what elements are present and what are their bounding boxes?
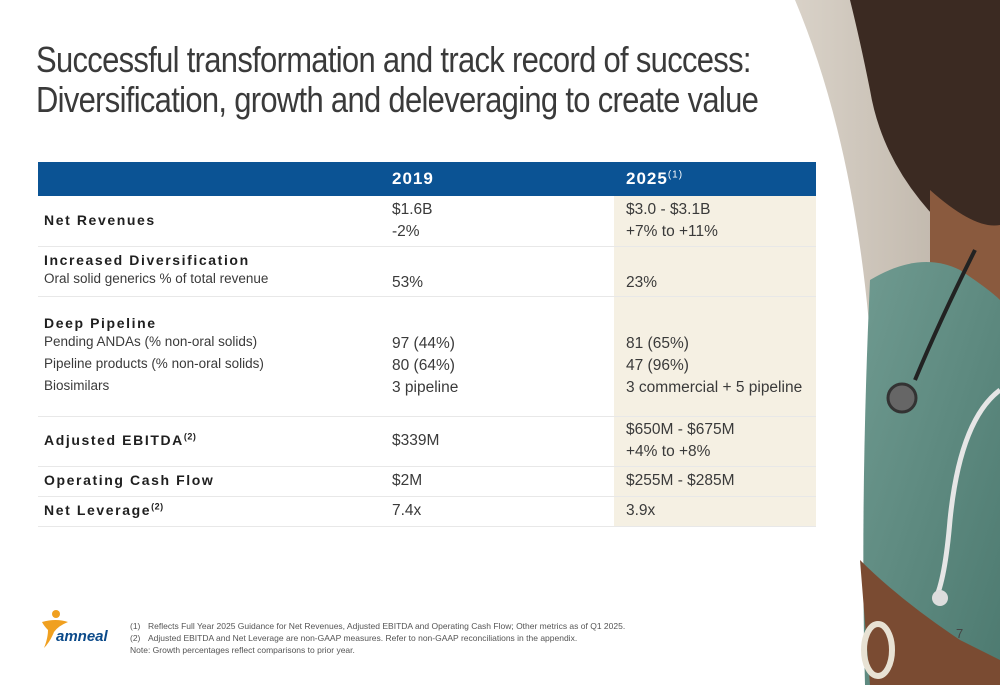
header-2025-footnote: (1) <box>667 169 684 181</box>
metrics-table: 2019 2025(1) Net Revenues $1.6B -2% $3.0 … <box>38 162 816 527</box>
cell-value: 3.9x <box>626 502 656 519</box>
page-number: 7 <box>956 626 964 641</box>
cell-value: $255M - $285M <box>626 472 735 489</box>
table-row-net-revenues: Net Revenues $1.6B -2% $3.0 - $3.1B +7% to… <box>38 196 816 247</box>
title-line-1: Successful transformation and track reco… <box>36 39 751 80</box>
row-label-text: Net Leverage <box>44 502 152 519</box>
row-label: Net Leverage(2) <box>44 501 164 519</box>
cell-value: -2% <box>392 222 420 240</box>
row-label-text: Adjusted EBITDA <box>44 432 184 449</box>
row-label: Net Revenues <box>44 211 156 228</box>
page-title: Successful transformation and track reco… <box>36 39 759 120</box>
row-label-footnote: (2) <box>183 431 197 442</box>
row-sublabel: Oral solid generics % of total revenue <box>44 271 269 286</box>
row-label-footnote: (2) <box>151 501 164 512</box>
cell-value: +7% to +11% <box>626 222 718 240</box>
row-label: Deep Pipeline <box>44 314 157 331</box>
header-2019: 2019 <box>392 162 614 196</box>
cell-value: $339M <box>392 432 440 449</box>
footnote-2: Adjusted EBITDA and Net Leverage are non… <box>148 633 578 643</box>
row-label: Operating Cash Flow <box>44 472 215 488</box>
cell-value: $650M - $675M <box>626 421 735 438</box>
amneal-logo-icon <box>42 610 68 648</box>
cell-value: 80 (64%) <box>392 356 455 374</box>
cell-value: 23% <box>626 273 658 291</box>
cell-value: 81 (65%) <box>626 334 689 352</box>
row-sublabel: Pending ANDAs (% non-oral solids) <box>44 333 258 349</box>
row-sublabel: Pipeline products (% non-oral solids) <box>44 355 264 371</box>
table-row-pipeline: Deep Pipeline Pending ANDAs (% non-oral … <box>38 296 816 417</box>
header-empty <box>38 162 392 196</box>
table-header-row: 2019 2025(1) <box>38 162 816 196</box>
cell-value: 7.4x <box>392 502 422 519</box>
footnote-number: (2) <box>130 633 141 643</box>
cell-value: 3 commercial + 5 pipeline <box>626 378 803 396</box>
header-2025-label: 2025 <box>626 169 668 188</box>
cell-value: 47 (96%) <box>626 356 689 374</box>
footnote-note: Note: Growth percentages reflect compari… <box>130 645 355 655</box>
cell-value: $1.6B <box>392 200 433 218</box>
row-sublabel: Biosimilars <box>44 377 110 393</box>
cell-value: $2M <box>392 472 423 489</box>
cell-value: +4% to +8% <box>626 443 711 460</box>
cell-value: 53% <box>392 273 424 291</box>
table-row-diversification: Increased Diversification Oral solid gene… <box>38 246 816 297</box>
footnote-1: Reflects Full Year 2025 Guidance for Net… <box>148 621 626 631</box>
table-row-cash-flow: Operating Cash Flow $2M $255M - $285M <box>38 466 816 497</box>
row-label: Adjusted EBITDA(2) <box>44 431 197 449</box>
table-row-leverage: Net Leverage(2) 7.4x 3.9x <box>38 496 816 527</box>
logo-text: amneal <box>56 628 108 645</box>
table-row-ebitda: Adjusted EBITDA(2) $339M $650M - $675M +4… <box>38 416 816 467</box>
title-line-2: Diversification, growth and deleveraging… <box>36 79 759 120</box>
header-2025: 2025(1) <box>614 162 816 196</box>
footnotes: (1) Reflects Full Year 2025 Guidance for … <box>130 620 625 656</box>
header-2019-label: 2019 <box>392 169 434 188</box>
cell-value: 3 pipeline <box>392 378 459 396</box>
row-label: Increased Diversification <box>44 252 250 268</box>
footnote-number: (1) <box>130 621 141 631</box>
cell-value: $3.0 - $3.1B <box>626 200 711 218</box>
cell-value: 97 (44%) <box>392 334 455 352</box>
